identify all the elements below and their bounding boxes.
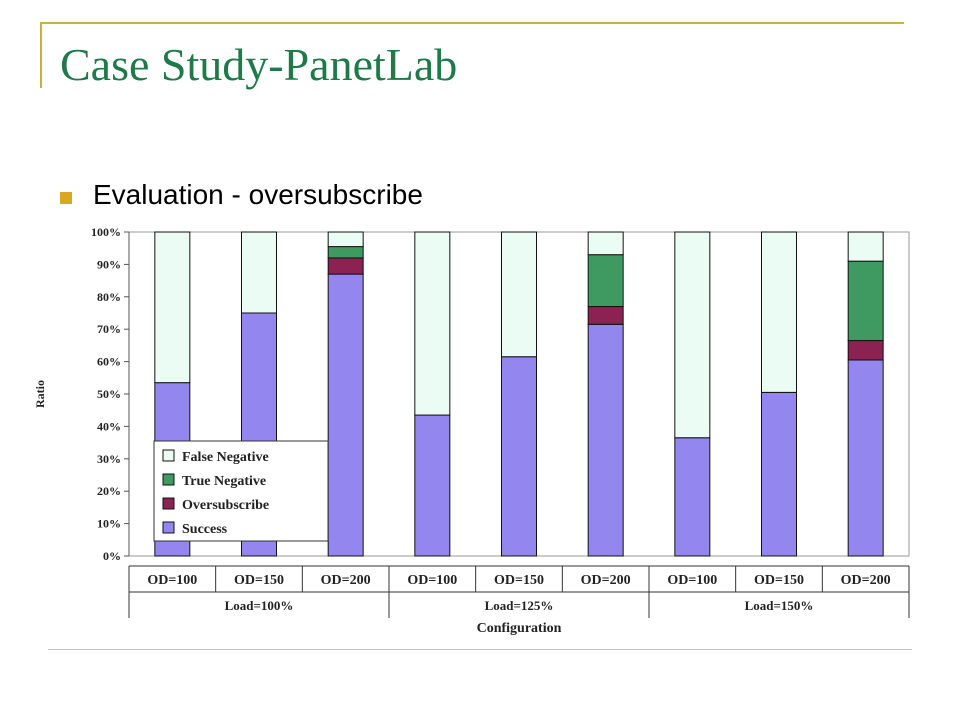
bar-segment xyxy=(501,231,537,358)
legend-swatch xyxy=(162,497,175,510)
bar-segment xyxy=(847,359,884,557)
bar-segment xyxy=(674,437,711,557)
y-tick-label: 10% xyxy=(97,517,121,531)
y-tick-label: 40% xyxy=(97,419,121,433)
y-tick-label: 60% xyxy=(97,355,121,369)
bar-segment xyxy=(154,231,191,384)
legend-swatch xyxy=(162,521,175,534)
legend-swatch xyxy=(162,449,175,462)
left-rule xyxy=(40,22,42,88)
bullet-marker xyxy=(60,192,72,204)
y-tick-label: 80% xyxy=(97,290,121,304)
x-tick-label: OD=200 xyxy=(841,573,891,588)
bar-segment xyxy=(587,254,624,308)
bar-segment xyxy=(327,231,364,248)
bar-segment xyxy=(587,306,624,325)
bar-segment xyxy=(761,391,797,557)
x-axis-title: Configuration xyxy=(477,621,562,636)
top-rule xyxy=(40,22,904,24)
y-tick-label: 50% xyxy=(97,387,121,401)
group-label: Load=125% xyxy=(485,598,554,613)
x-tick-label: OD=150 xyxy=(754,573,804,588)
y-tick-label: 90% xyxy=(97,257,121,271)
y-tick-label: 70% xyxy=(97,322,121,336)
y-tick-label: 100% xyxy=(91,225,121,239)
bar-segment xyxy=(587,323,624,557)
bar-segment xyxy=(414,414,451,557)
bar-segment xyxy=(327,246,364,259)
x-tick-label: OD=100 xyxy=(667,573,717,588)
group-label: Load=150% xyxy=(745,598,814,613)
bar-segment xyxy=(847,231,884,262)
y-tick-label: 30% xyxy=(97,452,121,466)
legend-label: Success xyxy=(182,522,228,537)
y-axis-title: Ratio xyxy=(33,380,47,408)
y-tick-label: 0% xyxy=(103,549,121,563)
bar-segment xyxy=(847,340,884,361)
legend-swatch xyxy=(162,473,175,486)
legend-box xyxy=(153,440,329,542)
legend-label: True Negative xyxy=(182,474,266,489)
bar-segment xyxy=(501,356,537,557)
bar-segment xyxy=(327,273,364,557)
slide-title: Case Study-PanetLab xyxy=(60,39,458,90)
bullet-text: Evaluation - oversubscribe xyxy=(93,179,423,210)
bottom-rule xyxy=(48,649,912,650)
bar-segment xyxy=(327,257,364,275)
bar-segment xyxy=(674,231,711,439)
y-tick-label: 20% xyxy=(97,484,121,498)
x-tick-label: OD=100 xyxy=(407,573,457,588)
bar-segment xyxy=(587,231,624,256)
bar-segment xyxy=(414,231,451,416)
x-tick-label: OD=200 xyxy=(321,573,371,588)
bar-segment xyxy=(241,231,277,314)
x-tick-label: OD=150 xyxy=(234,573,284,588)
legend-label: False Negative xyxy=(182,450,269,465)
bar-segment xyxy=(847,260,884,342)
x-tick-label: OD=200 xyxy=(581,573,631,588)
group-label: Load=100% xyxy=(225,598,294,613)
x-tick-label: OD=100 xyxy=(147,573,197,588)
bar-segment xyxy=(761,231,797,393)
x-tick-label: OD=150 xyxy=(494,573,544,588)
legend-label: Oversubscribe xyxy=(182,498,269,513)
